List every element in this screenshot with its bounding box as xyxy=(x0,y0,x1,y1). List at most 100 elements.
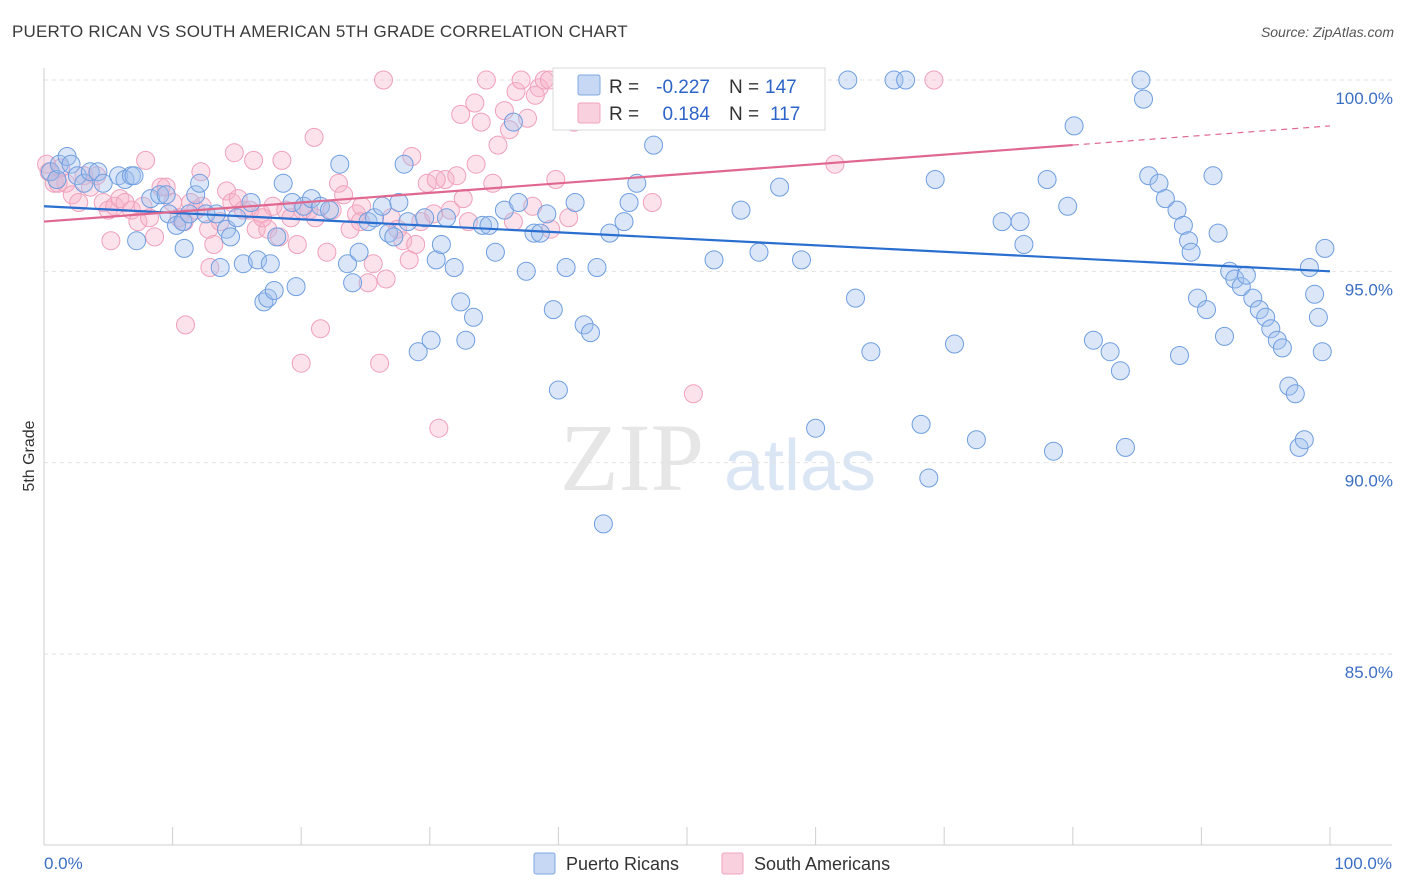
point-puerto-ricans xyxy=(473,215,492,235)
point-puerto-ricans xyxy=(966,430,986,450)
point-puerto-ricans xyxy=(384,227,404,247)
trend-line-puerto-ricans xyxy=(43,205,1331,273)
point-puerto-ricans xyxy=(273,173,293,193)
y-axis-title: 5th Grade xyxy=(21,420,38,491)
point-south-americans xyxy=(291,353,311,373)
point-puerto-ricans xyxy=(1215,326,1234,346)
y-tick-label: 95.0% xyxy=(1345,280,1393,299)
point-puerto-ricans xyxy=(530,223,550,243)
point-south-americans xyxy=(224,143,244,163)
point-puerto-ricans xyxy=(838,70,858,90)
point-puerto-ricans xyxy=(1110,361,1130,381)
point-puerto-ricans xyxy=(600,223,620,243)
point-south-americans xyxy=(329,173,348,193)
point-puerto-ricans xyxy=(1256,307,1276,327)
point-puerto-ricans xyxy=(770,177,790,197)
point-south-americans xyxy=(402,147,422,166)
point-puerto-ricans xyxy=(1203,166,1223,186)
point-puerto-ricans xyxy=(258,288,278,308)
point-south-americans xyxy=(374,70,393,90)
point-puerto-ricans xyxy=(167,215,186,235)
point-puerto-ricans xyxy=(264,281,284,300)
point-south-americans xyxy=(334,185,354,205)
point-puerto-ricans xyxy=(1181,242,1201,262)
point-puerto-ricans xyxy=(503,112,523,132)
point-south-americans xyxy=(246,219,266,239)
point-south-americans xyxy=(358,273,378,293)
point-puerto-ricans xyxy=(1173,215,1193,235)
point-puerto-ricans xyxy=(1139,166,1159,186)
legend-r-label-1: R = xyxy=(609,77,639,98)
legend-r-value-2: 0.184 xyxy=(662,104,710,125)
point-puerto-ricans xyxy=(1285,384,1305,404)
point-puerto-ricans xyxy=(233,254,253,274)
point-puerto-ricans xyxy=(349,242,369,262)
point-puerto-ricans xyxy=(614,212,634,232)
point-south-americans xyxy=(426,170,446,189)
point-south-americans xyxy=(287,235,307,254)
point-south-americans xyxy=(447,166,467,186)
point-puerto-ricans xyxy=(1116,437,1135,457)
point-puerto-ricans xyxy=(1100,342,1120,362)
point-puerto-ricans xyxy=(1294,430,1314,450)
point-puerto-ricans xyxy=(1037,170,1057,189)
point-puerto-ricans xyxy=(1299,258,1319,277)
point-puerto-ricans xyxy=(1225,269,1245,289)
point-puerto-ricans xyxy=(227,208,247,228)
legend-n-value-2: 117 xyxy=(770,104,800,125)
point-puerto-ricans xyxy=(1279,376,1299,396)
point-puerto-ricans xyxy=(343,273,363,293)
point-south-americans xyxy=(465,93,485,113)
point-puerto-ricans xyxy=(1236,265,1256,285)
legend-swatch-south-americans xyxy=(577,102,601,124)
point-puerto-ricans xyxy=(451,292,471,312)
point-puerto-ricans xyxy=(565,193,585,212)
point-puerto-ricans xyxy=(992,212,1012,232)
point-puerto-ricans xyxy=(846,288,865,308)
point-puerto-ricans xyxy=(537,204,557,224)
point-puerto-ricans xyxy=(1231,277,1251,297)
point-puerto-ricans xyxy=(1131,70,1151,90)
point-puerto-ricans xyxy=(619,193,639,212)
point-puerto-ricans xyxy=(806,418,826,438)
point-south-americans xyxy=(525,85,545,105)
point-puerto-ricans xyxy=(749,242,769,262)
point-puerto-ricans xyxy=(394,154,414,174)
point-puerto-ricans xyxy=(127,231,147,251)
source-label: Source: ZipAtlas.com xyxy=(1260,24,1394,40)
point-puerto-ricans xyxy=(174,238,194,258)
axes xyxy=(43,68,1392,846)
point-south-americans xyxy=(458,212,478,232)
point-south-americans xyxy=(311,319,330,339)
legend-r-value-1: -0.227 xyxy=(656,77,710,98)
point-puerto-ricans xyxy=(1058,196,1078,216)
legend-swatch-puerto-ricans xyxy=(577,74,601,96)
point-puerto-ricans xyxy=(911,414,931,434)
point-puerto-ricans xyxy=(1315,238,1335,258)
point-puerto-ricans xyxy=(704,250,724,270)
legend: R = -0.227 N = 147 R = 0.184 N = 117 xyxy=(552,67,826,131)
point-puerto-ricans xyxy=(372,196,392,216)
point-puerto-ricans xyxy=(1044,441,1063,461)
point-puerto-ricans xyxy=(67,166,87,186)
point-puerto-ricans xyxy=(1155,189,1175,209)
point-south-americans xyxy=(80,177,100,197)
point-puerto-ricans xyxy=(408,342,428,362)
point-puerto-ricans xyxy=(150,185,170,205)
point-puerto-ricans xyxy=(1208,223,1228,243)
chart-title: PUERTO RICAN VS SOUTH AMERICAN 5TH GRADE… xyxy=(12,22,628,41)
point-puerto-ricans xyxy=(74,173,94,193)
point-puerto-ricans xyxy=(1179,231,1198,251)
point-south-americans xyxy=(128,212,148,232)
point-south-americans xyxy=(406,235,426,254)
point-puerto-ricans xyxy=(248,250,267,270)
point-south-americans xyxy=(376,269,396,289)
point-south-americans xyxy=(471,112,491,132)
point-south-americans xyxy=(217,181,237,201)
point-puerto-ricans xyxy=(210,258,230,277)
point-puerto-ricans xyxy=(919,468,939,488)
point-south-americans xyxy=(642,193,662,212)
point-puerto-ricans xyxy=(644,135,664,155)
bottom-legend-swatch-puerto-ricans xyxy=(533,852,556,875)
